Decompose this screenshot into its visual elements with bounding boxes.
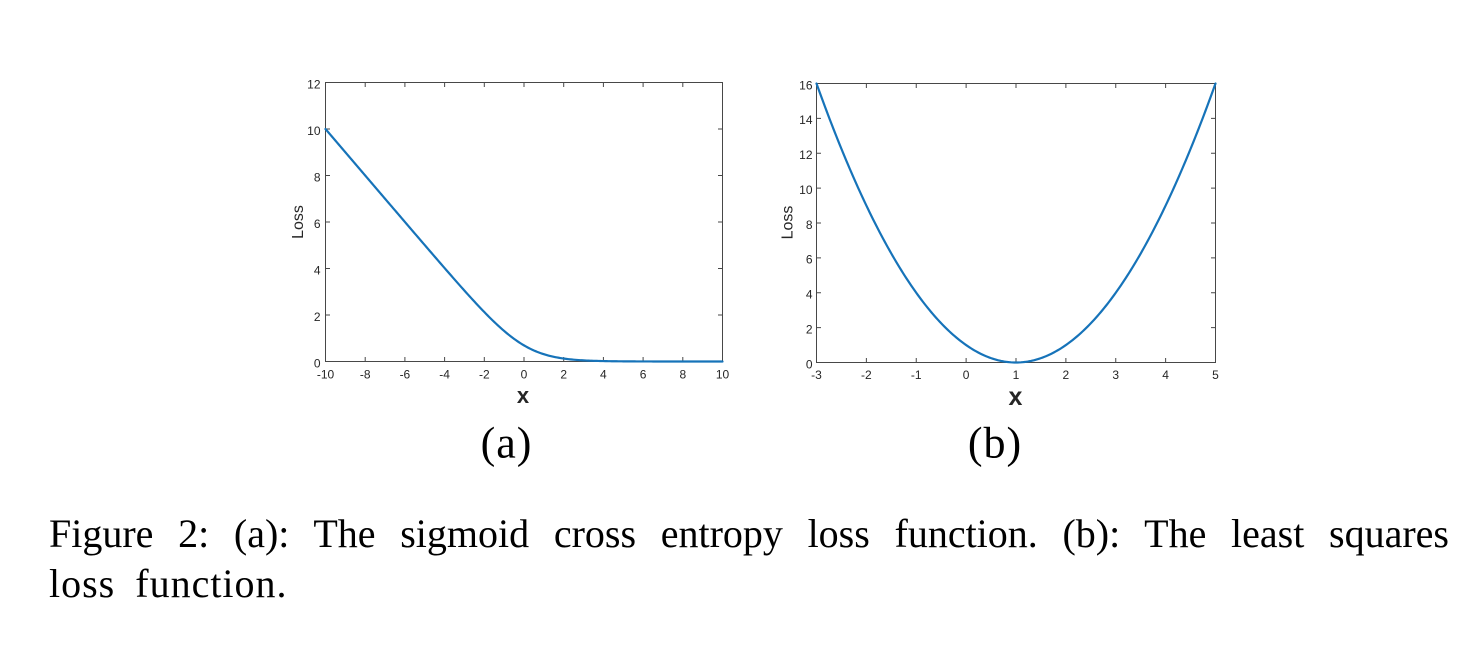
svg-text:(a): (a): [481, 419, 533, 468]
svg-text:5: 5: [1212, 368, 1219, 382]
svg-text:-1: -1: [911, 368, 922, 382]
svg-text:-2: -2: [861, 368, 872, 382]
svg-text:8: 8: [314, 170, 321, 184]
svg-text:4: 4: [314, 263, 321, 277]
svg-text:2: 2: [806, 322, 813, 336]
svg-text:-3: -3: [811, 368, 822, 382]
svg-text:Loss: Loss: [780, 206, 797, 240]
svg-text:12: 12: [799, 148, 813, 162]
svg-text:6: 6: [314, 217, 321, 231]
svg-text:-6: -6: [400, 368, 411, 382]
svg-text:3: 3: [1112, 368, 1119, 382]
svg-text:(b): (b): [968, 419, 1022, 468]
svg-text:1: 1: [1013, 368, 1020, 382]
svg-text:0: 0: [521, 368, 528, 382]
svg-text:Loss: Loss: [290, 205, 307, 239]
svg-text:x: x: [517, 383, 530, 408]
svg-text:10: 10: [799, 183, 813, 197]
svg-text:0: 0: [963, 368, 970, 382]
svg-text:0: 0: [806, 357, 813, 371]
svg-text:6: 6: [640, 368, 647, 382]
svg-text:10: 10: [716, 368, 730, 382]
svg-text:4: 4: [600, 368, 607, 382]
svg-text:8: 8: [679, 368, 686, 382]
svg-text:4: 4: [1162, 368, 1169, 382]
svg-text:-10: -10: [317, 368, 335, 382]
svg-text:x: x: [1009, 383, 1023, 411]
svg-text:-4: -4: [439, 368, 450, 382]
svg-text:4: 4: [806, 288, 813, 302]
svg-text:10: 10: [307, 124, 321, 138]
svg-text:2: 2: [560, 368, 567, 382]
svg-text:2: 2: [314, 310, 321, 324]
svg-text:2: 2: [1063, 368, 1070, 382]
svg-text:12: 12: [307, 77, 321, 91]
svg-text:6: 6: [806, 253, 813, 267]
svg-text:16: 16: [799, 78, 813, 92]
svg-text:0: 0: [314, 356, 321, 370]
svg-text:-8: -8: [360, 368, 371, 382]
svg-text:8: 8: [806, 218, 813, 232]
svg-text:14: 14: [799, 113, 813, 127]
svg-text:-2: -2: [479, 368, 490, 382]
